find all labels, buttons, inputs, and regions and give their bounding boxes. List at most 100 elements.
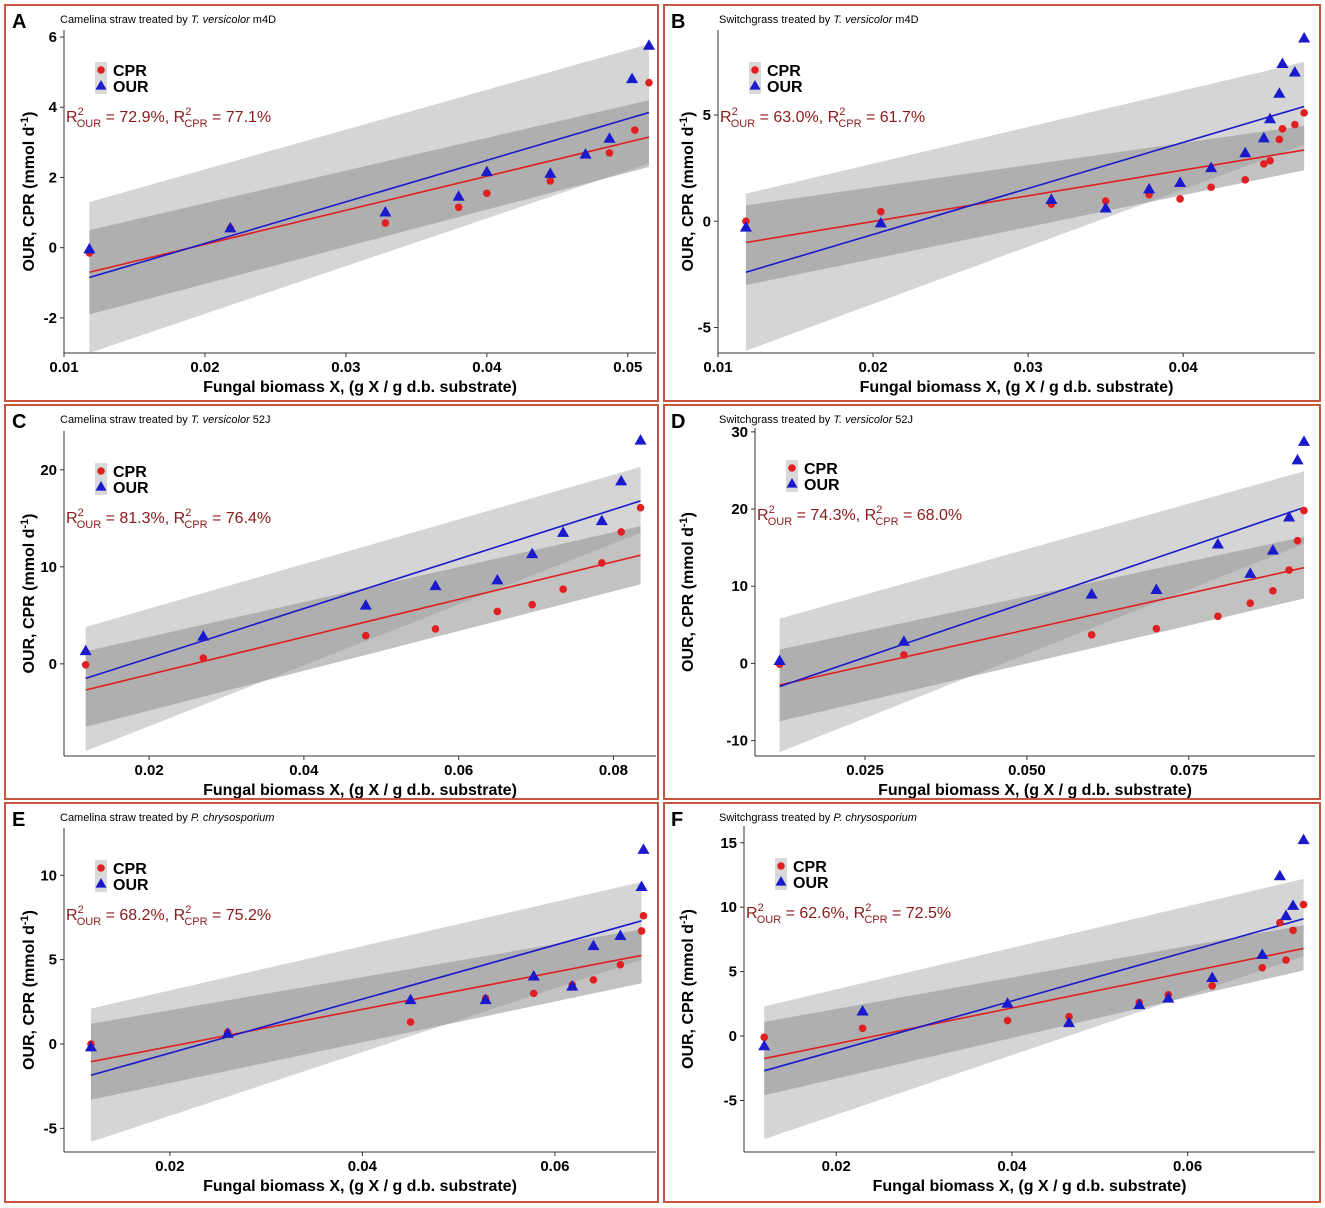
legend-our-label: OUR: [767, 79, 803, 96]
our-point: [1297, 833, 1310, 845]
cpr-point: [589, 976, 598, 984]
panel-letter: E: [12, 809, 25, 831]
cpr-point: [637, 927, 646, 935]
x-tick-label: 0.04: [472, 359, 502, 376]
our-point: [587, 939, 600, 951]
cpr-point: [1289, 926, 1297, 935]
cpr-point: [1269, 587, 1277, 595]
our-point: [1045, 193, 1058, 204]
y-axis-label: OUR, CPR (mmol d-1): [19, 514, 38, 674]
cpr-point: [362, 631, 370, 640]
panel-title: Camelina straw treated by T. versicolor …: [60, 414, 271, 426]
y-tick-label: -2: [44, 310, 57, 327]
x-tick-label: 0.02: [822, 1158, 851, 1175]
cpr-point: [406, 1018, 415, 1026]
our-point: [897, 635, 910, 646]
our-fit-line: [85, 500, 641, 680]
cpr-point: [1214, 612, 1222, 621]
cpr-point: [546, 177, 555, 185]
our-point: [874, 216, 887, 228]
our-point: [429, 579, 442, 591]
cpr-point: [645, 78, 653, 87]
x-axis-label: Fungal biomass X, (g X / g d.b. substrat…: [878, 782, 1192, 798]
r2-annotation: R2 OUR = 74.3%, R2 CPR = 68.0%: [757, 504, 962, 528]
our-fit-line: [763, 918, 1304, 1072]
cpr-confidence-band: [779, 536, 1304, 722]
y-tick-label: 2: [49, 169, 57, 186]
our-point: [221, 1027, 234, 1038]
cpr-point: [1207, 183, 1215, 192]
our-point: [1162, 992, 1175, 1003]
r2-annotation: R2 OUR = 62.6%, R2 CPR = 72.5%: [746, 902, 951, 926]
our-point: [1174, 176, 1187, 187]
our-point: [1298, 31, 1311, 43]
cpr-point: [528, 600, 536, 609]
cpr-fit-line: [764, 947, 1304, 1060]
our-point: [479, 993, 492, 1005]
our-point: [603, 132, 616, 143]
x-axis-label: Fungal biomass X, (g X / g d.b. substrat…: [873, 1178, 1187, 1195]
cpr-fit-line: [90, 954, 642, 1063]
our-point: [79, 644, 92, 656]
our-point: [1288, 65, 1301, 77]
y-tick-label: 0: [740, 655, 748, 672]
cpr-fit-line: [779, 566, 1305, 686]
legend-cpr-marker: [788, 464, 796, 472]
y-tick-label: -10: [726, 733, 748, 750]
our-fit-line: [745, 105, 1305, 274]
our-point: [1257, 131, 1270, 143]
panel-letter: C: [12, 411, 26, 433]
our-point: [1263, 112, 1277, 124]
legend-our-label: OUR: [113, 480, 149, 497]
cpr-point: [639, 911, 648, 920]
x-tick-label: 0.06: [444, 762, 473, 779]
cpr-point: [877, 207, 885, 216]
our-point: [615, 474, 628, 486]
x-tick-label: 0.03: [1014, 359, 1043, 376]
legend-cpr-label: CPR: [804, 461, 838, 478]
y-tick-label: 5: [729, 964, 737, 981]
cpr-point: [1300, 109, 1308, 117]
y-tick-label: 20: [731, 501, 748, 518]
panel-letter: A: [12, 11, 26, 33]
y-tick-label: 6: [49, 29, 57, 46]
cpr-point: [1266, 156, 1274, 165]
our-point: [566, 980, 579, 991]
y-tick-label: 15: [720, 835, 737, 852]
our-point: [224, 221, 237, 233]
our-point: [1150, 583, 1163, 595]
chart-panel-b: B Switchgrass treated by T. versicolor m4…: [663, 4, 1321, 402]
our-point: [1206, 971, 1219, 983]
x-tick-label: 0.04: [997, 1158, 1027, 1175]
cpr-point: [1260, 160, 1268, 168]
our-point: [526, 547, 539, 559]
x-tick-label: 0.03: [331, 359, 360, 376]
y-axis-label: OUR, CPR (mmol d-1): [678, 909, 697, 1069]
legend-cpr-marker: [97, 864, 105, 872]
cpr-point: [1285, 566, 1293, 574]
cpr-point: [631, 126, 639, 134]
legend-our-marker: [775, 876, 787, 886]
cpr-point: [1101, 197, 1110, 205]
our-point: [359, 599, 372, 610]
our-point: [635, 880, 648, 892]
our-point: [1205, 161, 1218, 173]
our-point: [1276, 57, 1289, 68]
cpr-point: [1293, 536, 1302, 545]
y-tick-label: -5: [44, 1120, 57, 1137]
x-axis-label: Fungal biomass X, (g X / g d.b. substrat…: [203, 379, 517, 396]
chart-panel-c: C Camelina straw treated by T. versicolor…: [4, 404, 659, 800]
x-tick-label: 0.04: [348, 1158, 378, 1175]
cpr-point: [1291, 120, 1299, 129]
r2-annotation: R2 OUR = 68.2%, R2 CPR = 75.2%: [66, 904, 271, 928]
our-point: [1273, 869, 1286, 881]
cpr-confidence-band: [745, 125, 1305, 285]
our-point: [379, 206, 392, 217]
cpr-point: [1300, 506, 1308, 515]
y-tick-label: 30: [731, 424, 748, 441]
cpr-point: [1278, 125, 1287, 133]
cpr-point: [617, 528, 625, 536]
chart-svg: C Camelina straw treated by T. versicolor…: [12, 411, 656, 798]
our-point: [1256, 948, 1269, 959]
y-axis-label: OUR, CPR (mmol d-1): [19, 112, 38, 272]
